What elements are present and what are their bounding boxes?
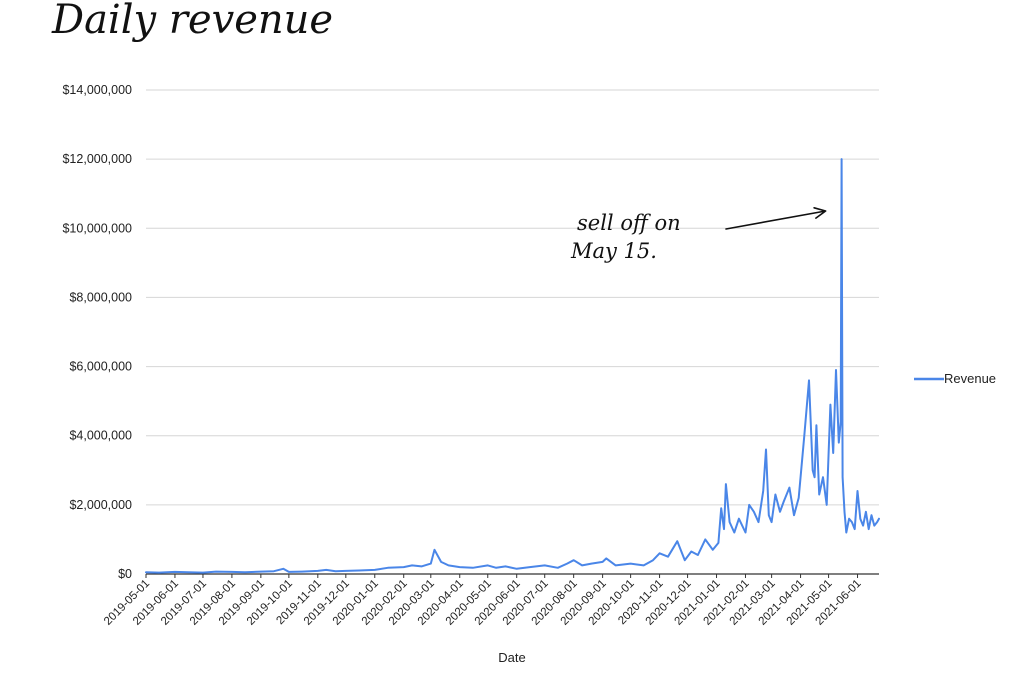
y-tick-label: $2,000,000 [69, 498, 132, 512]
y-tick-label: $10,000,000 [62, 221, 132, 235]
chart-title: Daily revenue [51, 0, 333, 43]
y-tick-label: $14,000,000 [62, 83, 132, 97]
y-tick-label: $12,000,000 [62, 152, 132, 166]
x-axis-tick-labels: 2019-05-012019-06-012019-07-012019-08-01… [102, 574, 864, 628]
series-layer [145, 158, 880, 574]
grid-lines [146, 89, 879, 575]
legend-label: Revenue [944, 371, 996, 386]
y-tick-label: $6,000,000 [69, 360, 132, 374]
series-line-revenue [145, 158, 880, 574]
x-axis-title: Date [498, 650, 525, 665]
annotation-arrow [725, 207, 827, 230]
annotation-line-2: May 15. [570, 239, 657, 263]
annotation-line-1: sell off on [577, 211, 681, 235]
annotation: sell off on May 15. [570, 207, 827, 263]
legend: Revenue [914, 371, 996, 386]
y-axis-tick-labels: $0 $2,000,000 $4,000,000 $6,000,000 $8,000,0… [62, 83, 132, 581]
y-tick-label: $4,000,000 [69, 429, 132, 443]
y-tick-label: $0 [118, 567, 132, 581]
y-tick-label: $8,000,000 [69, 290, 132, 304]
